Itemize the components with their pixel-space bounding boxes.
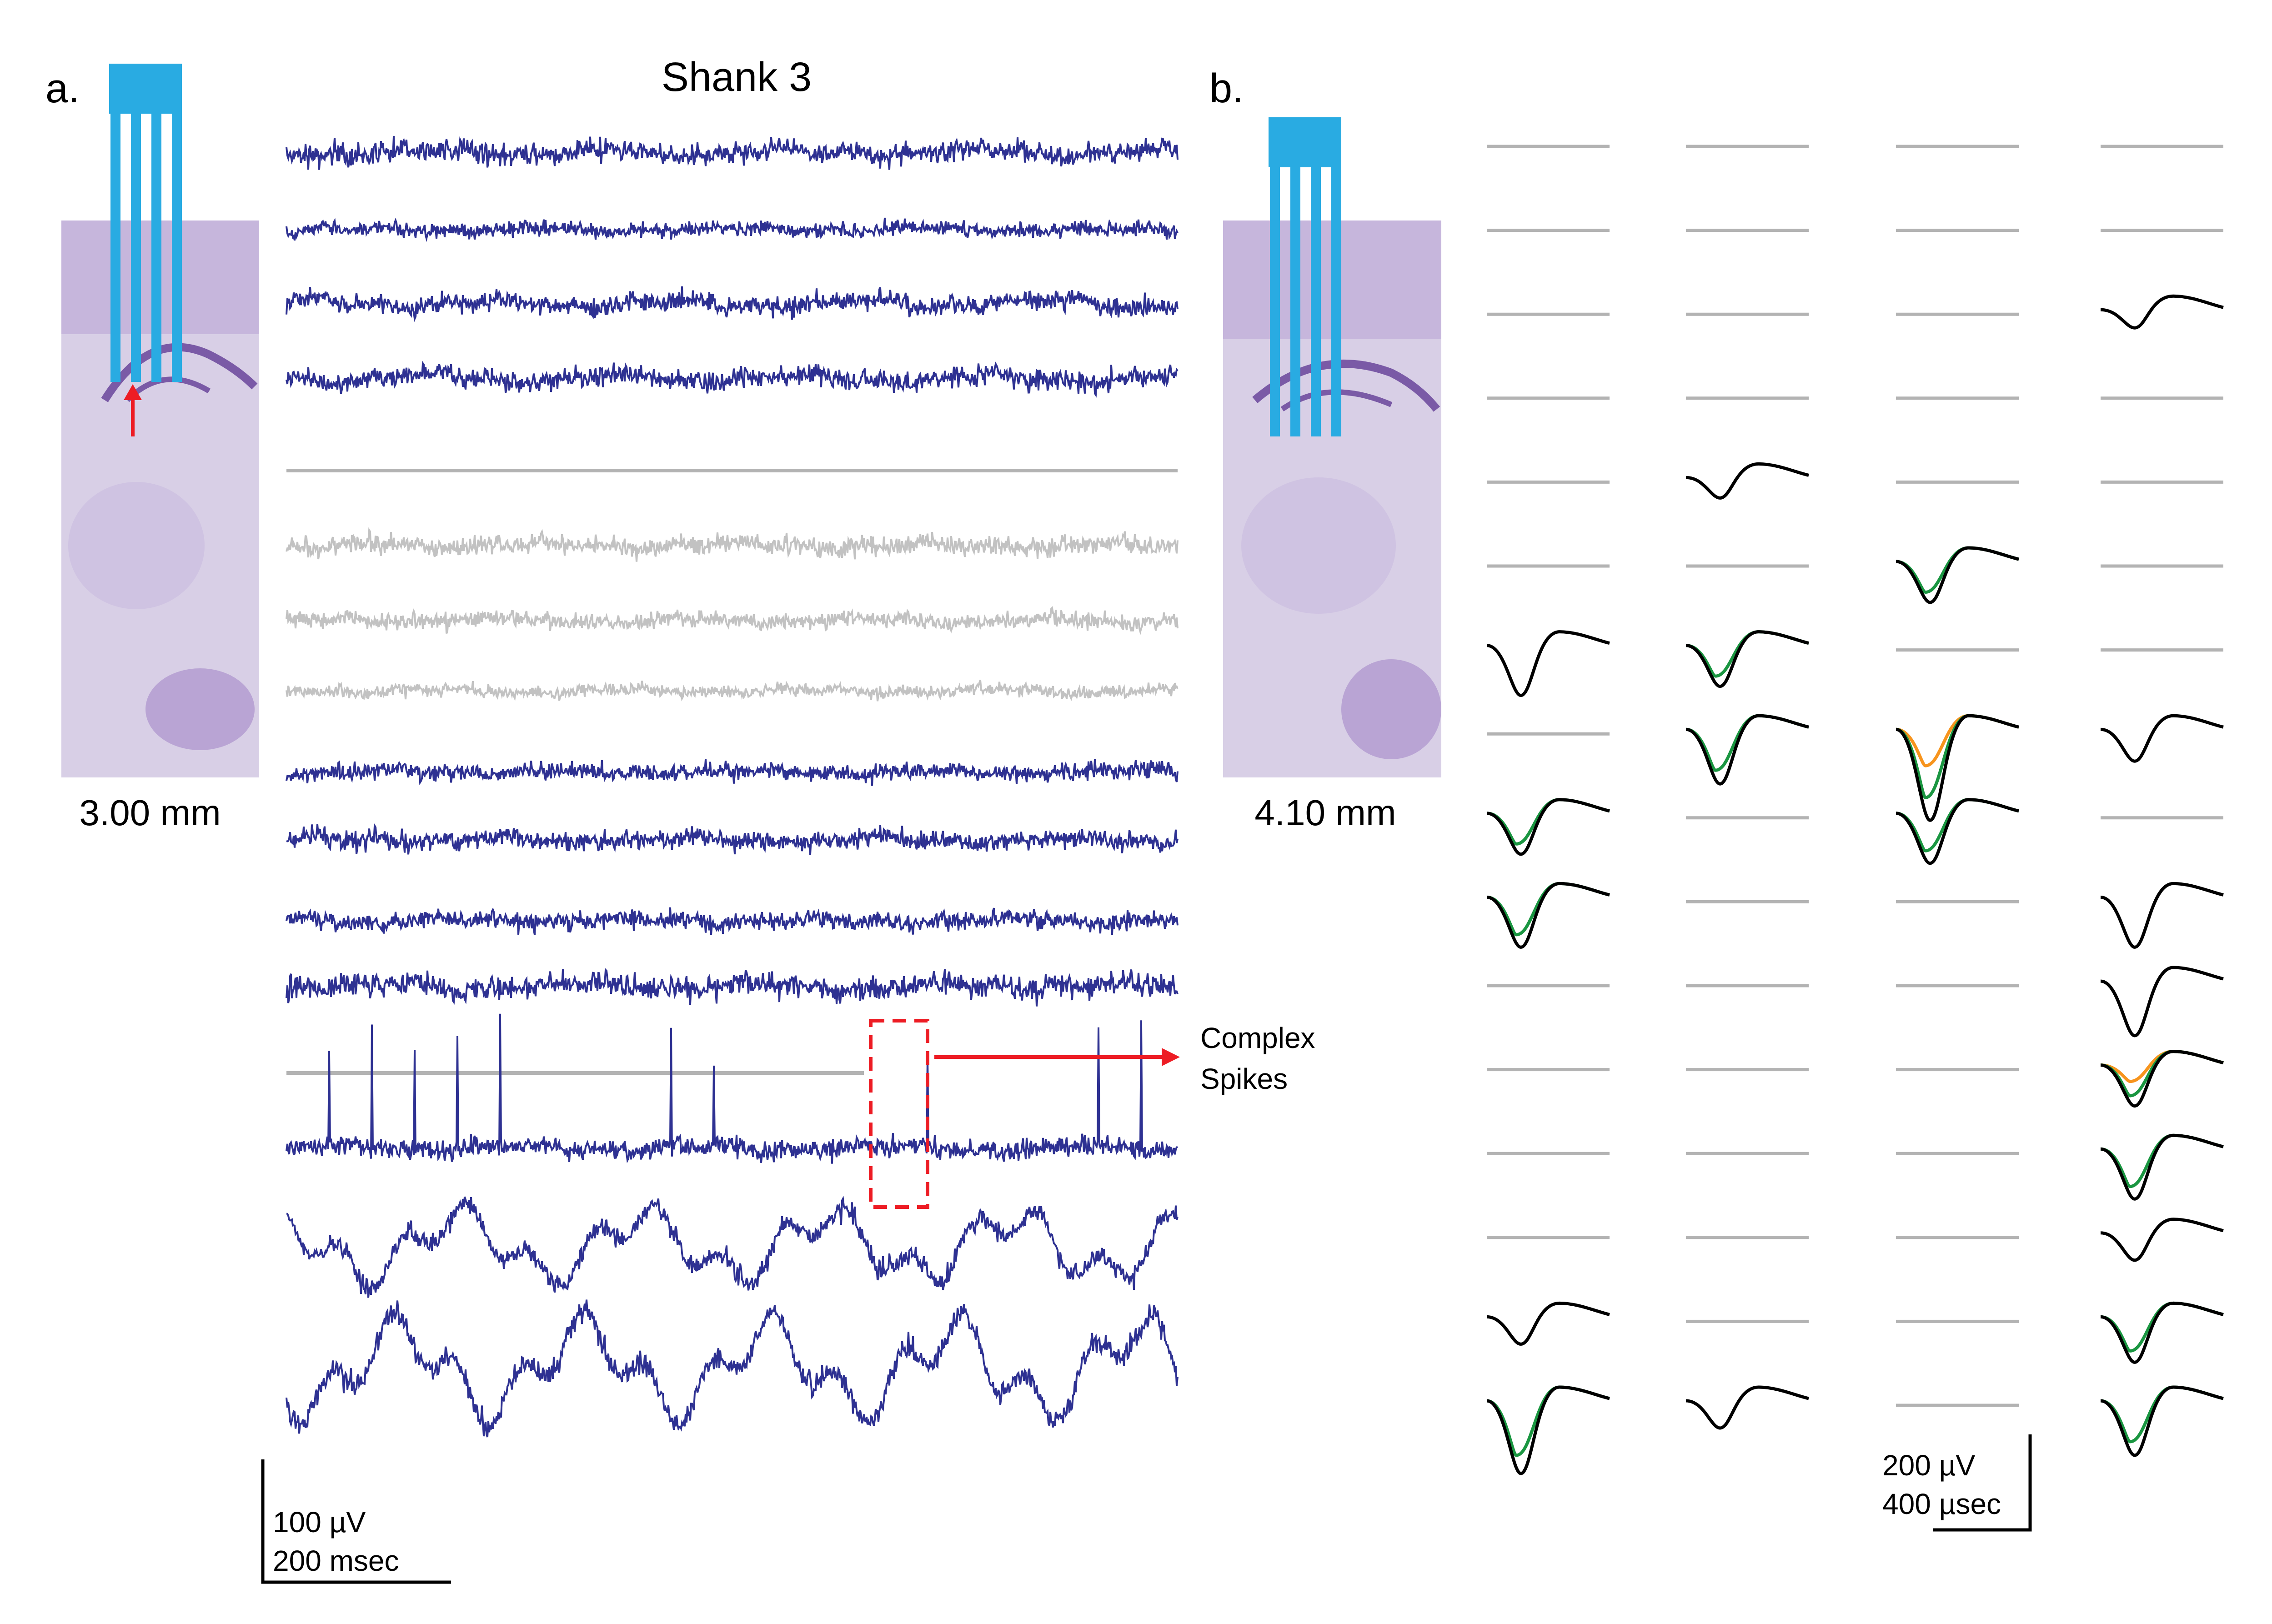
unit-waveform [2100,1301,2224,1364]
raw-trace [286,1013,1178,1164]
thalamus-a [68,482,205,609]
scalebar-b [1933,1434,2032,1532]
unit-waveform [2100,1385,2224,1457]
unit-waveform [2100,966,2224,1038]
unit-waveform [1685,462,1809,500]
probe-a [109,64,182,436]
probe-b-shank-3 [1311,164,1321,436]
panel-a-label: a. [45,66,80,111]
unit-waveform [2100,714,2224,763]
raw-trace [286,967,1179,1007]
probe-b-shank-1 [1270,164,1280,436]
unit-waveform [2100,1218,2224,1262]
scalebar-a-amplitude: 100 µV [273,1506,366,1539]
unit-waveform [1685,714,1809,786]
probe-a-shank-3 [151,109,161,382]
unit-waveform [1486,1385,1610,1475]
unit-waveform [1685,1385,1809,1430]
unit-waveform [1486,630,1610,697]
raw-trace [286,527,1179,562]
panel-b-label: b. [1209,66,1244,111]
unit-waveform [1486,882,1610,949]
raw-trace [286,907,1179,935]
probe-a-shank-4 [172,109,182,382]
raw-traces [286,135,1179,1438]
unit-waveform [1685,630,1809,688]
raw-trace [286,1196,1179,1298]
complex-spikes-label-line2: Spikes [1200,1063,1288,1095]
raw-trace [286,361,1179,398]
raw-trace [286,822,1179,855]
unit-waveform [2100,882,2224,949]
depth-label-b: 4.10 mm [1254,792,1396,833]
waveform-grid [1486,145,2224,1475]
raw-trace [286,286,1179,322]
scalebar-a-time: 200 msec [273,1544,399,1577]
complex-spikes-box [869,1019,929,1209]
thalamus-b [1241,477,1396,614]
raw-trace [286,759,1179,786]
raw-trace [286,606,1179,636]
scalebar-b-amplitude: 200 µV [1882,1449,1975,1482]
hippocampus-a [101,343,258,402]
hippocampus-b [1252,360,1440,412]
probe-a-shank-2 [131,109,141,382]
probe-b-head [1269,117,1341,167]
raw-trace [286,135,1179,170]
unit-waveform [1896,546,2019,604]
unit-waveform [2100,1133,2224,1201]
probe-a-shank-1 [110,109,120,382]
probe-b-shank-4 [1331,164,1341,436]
unit-waveform [1486,798,1610,856]
unit-waveform [2100,294,2224,330]
probe-a-arrowhead [124,384,142,400]
raw-trace [286,1299,1179,1438]
ventral-region-b [1341,659,1441,759]
ventral-region-a [145,668,255,750]
unit-waveform [1896,714,2019,822]
unit-waveform [1486,1301,1610,1346]
probe-a-head [109,64,182,114]
raw-trace [286,217,1179,242]
complex-spikes-arrowhead [1162,1048,1180,1066]
probe-b-shank-2 [1290,164,1300,436]
raw-trace [286,679,1179,702]
scalebar-b-time: 400 µsec [1882,1488,2001,1520]
scalebar-a [261,1459,451,1584]
unit-waveform [2100,1050,2224,1108]
shank-title: Shank 3 [662,55,812,100]
depth-label-a: 3.00 mm [79,792,221,833]
unit-waveform [1896,798,2019,865]
complex-spikes-label-line1: Complex [1200,1022,1315,1054]
probe-b [1269,117,1341,436]
